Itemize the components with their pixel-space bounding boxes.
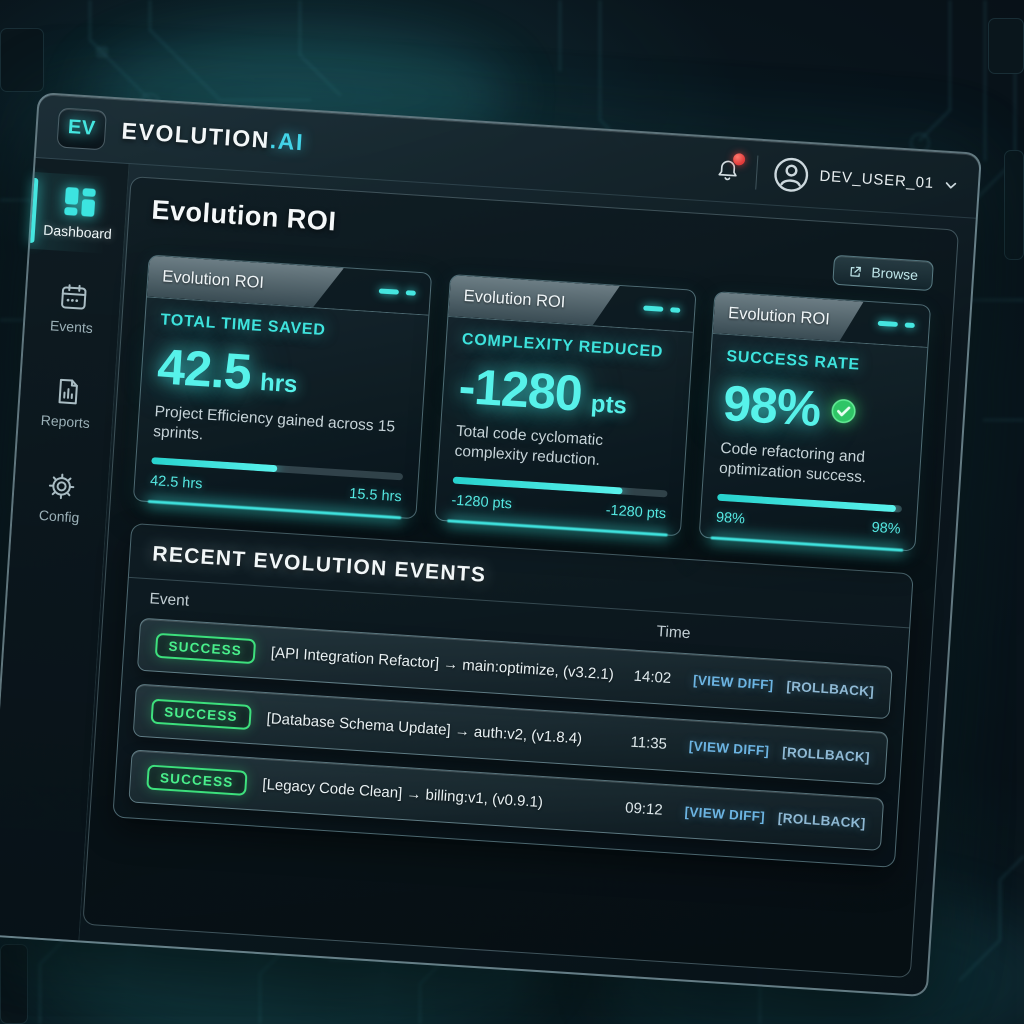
sidebar-item-label: Config xyxy=(38,506,80,526)
card-header-title: Evolution ROI xyxy=(161,267,265,292)
column-header-event: Event xyxy=(148,590,190,610)
sidebar-item-dashboard[interactable]: Dashboard xyxy=(29,171,128,255)
event-time: 09:12 xyxy=(624,799,664,819)
status-badge: SUCCESS xyxy=(150,698,252,731)
page-title: Evolution ROI xyxy=(150,194,338,237)
progress-current: -1280 pts xyxy=(450,492,513,513)
event-description: [API Integration Refactor] → main:optimi… xyxy=(270,644,615,684)
event-description: [Database Schema Update] → auth:v2, (v1.… xyxy=(266,710,583,748)
metric-card-time-saved: Evolution ROI TOTAL TIME SAVED 42.5 hrs … xyxy=(132,254,433,520)
sidebar: Dashboard Events Reports xyxy=(0,157,130,941)
status-badge: SUCCESS xyxy=(146,764,248,796)
dashboard-grid-icon xyxy=(63,187,96,217)
view-diff-link[interactable]: [VIEW DIFF] xyxy=(684,804,766,825)
metric-card-complexity: Evolution ROI COMPLEXITY REDUCED -1280 p… xyxy=(434,273,697,537)
metric-value: 42.5 xyxy=(155,338,253,401)
app-title-accent: .AI xyxy=(269,127,305,156)
metric-description: Total code cyclomatic complexity reducti… xyxy=(454,422,604,470)
top-bar-divider xyxy=(755,155,759,190)
sidebar-item-config[interactable]: Config xyxy=(11,456,109,539)
metric-card-success-rate: Evolution ROI SUCCESS RATE 98% Code r xyxy=(698,291,932,552)
success-check-icon xyxy=(831,398,856,423)
progress-target: 98% xyxy=(871,519,902,538)
event-description: [Legacy Code Clean] → billing:v1, (v0.9.… xyxy=(261,775,544,812)
calendar-icon xyxy=(60,284,86,310)
sidebar-item-label: Reports xyxy=(40,411,91,432)
background-chip xyxy=(988,18,1024,74)
top-bar-right: DEV_USER_01 xyxy=(715,151,960,203)
progress-track xyxy=(717,493,903,513)
metric-description: Code refactoring and optimization succes… xyxy=(718,439,867,487)
sidebar-item-label: Events xyxy=(49,317,94,337)
app-title-main: EVOLUTION xyxy=(120,117,271,154)
app-title: EVOLUTION.AI xyxy=(121,118,305,157)
metric-label: COMPLEXITY REDUCED xyxy=(461,330,664,361)
event-time: 11:35 xyxy=(630,733,668,753)
card-dashes-icon xyxy=(643,305,681,313)
column-header-time: Time xyxy=(656,623,691,643)
progress-current: 42.5 hrs xyxy=(149,473,203,493)
notifications-button[interactable] xyxy=(715,153,746,184)
gear-icon xyxy=(48,473,74,500)
app-logo: EV xyxy=(56,106,107,150)
metric-description: Project Efficiency gained across 15 spri… xyxy=(152,403,396,444)
recent-events-panel: RECENT EVOLUTION EVENTS Event Time SUCCE… xyxy=(112,522,914,868)
background-chip xyxy=(0,944,28,1024)
event-time: 14:02 xyxy=(633,667,672,688)
card-dashes-icon xyxy=(378,288,416,296)
report-icon xyxy=(58,378,78,405)
view-diff-link[interactable]: [VIEW DIFF] xyxy=(692,672,775,693)
card-header-title: Evolution ROI xyxy=(727,304,831,329)
metric-unit: pts xyxy=(590,390,628,420)
browse-export-icon xyxy=(850,266,862,277)
main-content: Evolution ROI Browse Evolution ROI xyxy=(82,176,960,979)
chevron-down-icon xyxy=(945,181,957,189)
top-bar: EV EVOLUTION.AI DEV_USER_01 xyxy=(35,94,980,219)
rollback-link[interactable]: [ROLLBACK] xyxy=(786,678,875,700)
background-chip xyxy=(0,28,44,92)
metric-value: 98% xyxy=(721,374,823,438)
bell-icon xyxy=(718,160,738,181)
browse-label: Browse xyxy=(870,264,919,284)
app-window: EV EVOLUTION.AI DEV_USER_01 xyxy=(0,92,983,998)
background-chip xyxy=(1004,150,1024,260)
user-name: DEV_USER_01 xyxy=(818,167,935,192)
card-dashes-icon xyxy=(877,320,915,329)
progress-fill xyxy=(452,476,623,495)
sidebar-item-reports[interactable]: Reports xyxy=(18,362,116,445)
user-menu[interactable]: DEV_USER_01 xyxy=(772,155,959,203)
progress-target: -1280 pts xyxy=(605,502,667,523)
progress-fill xyxy=(717,493,897,513)
view-diff-link[interactable]: [VIEW DIFF] xyxy=(688,738,770,759)
card-header-title: Evolution ROI xyxy=(463,286,566,312)
notification-badge xyxy=(733,153,746,166)
sidebar-item-label: Dashboard xyxy=(42,221,113,243)
progress-target: 15.5 hrs xyxy=(348,485,403,506)
sidebar-item-events[interactable]: Events xyxy=(24,267,122,350)
avatar-icon xyxy=(774,157,809,192)
metric-value: -1280 xyxy=(457,357,584,422)
metric-unit: hrs xyxy=(259,368,299,399)
rollback-link[interactable]: [ROLLBACK] xyxy=(777,810,867,831)
progress-fill xyxy=(151,457,278,473)
rollback-link[interactable]: [ROLLBACK] xyxy=(781,744,871,766)
status-badge: SUCCESS xyxy=(154,632,256,665)
progress-current: 98% xyxy=(715,509,746,528)
metric-cards: Evolution ROI TOTAL TIME SAVED 42.5 hrs … xyxy=(132,254,932,552)
metric-label: SUCCESS RATE xyxy=(725,347,861,374)
browse-button[interactable]: Browse xyxy=(832,254,934,292)
